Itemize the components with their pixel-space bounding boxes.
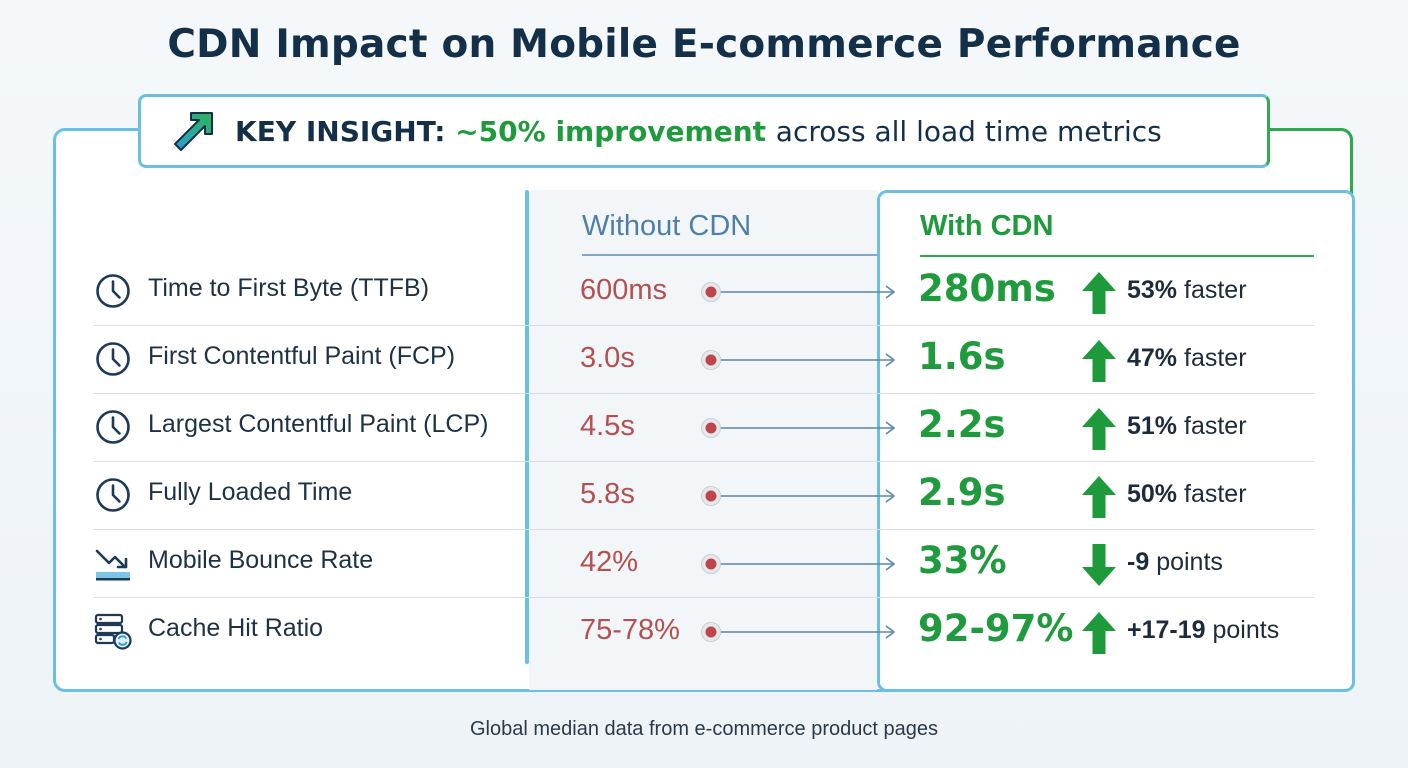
clock-icon <box>94 476 132 514</box>
comparison-connector-arrow <box>696 612 906 652</box>
arrow-up-icon <box>1080 610 1118 656</box>
metric-label: Largest Contentful Paint (LCP) <box>148 410 489 438</box>
row-divider <box>94 461 1314 462</box>
with-cdn-value: 2.2s <box>918 403 1006 446</box>
without-cdn-value: 4.5s <box>580 410 635 442</box>
with-cdn-value: 1.6s <box>918 335 1006 378</box>
table-row: First Contentful Paint (FCP) 3.0s 1.6s 47% … <box>0 326 1408 394</box>
clock-icon <box>94 408 132 446</box>
server-refresh-icon <box>94 612 132 650</box>
table-row: Fully Loaded Time 5.8s 2.9s 50% faster <box>0 462 1408 530</box>
insight-lead: KEY INSIGHT: <box>235 114 446 148</box>
table-row: Cache Hit Ratio 75-78% 92-97% +17-19 points <box>0 598 1408 666</box>
comparison-connector-arrow <box>696 340 906 380</box>
arrow-up-icon <box>1080 338 1118 384</box>
arrow-up-icon <box>1080 270 1118 316</box>
column-header-without-cdn: Without CDN <box>582 210 752 242</box>
row-divider <box>94 325 1314 326</box>
metric-label: Fully Loaded Time <box>148 478 353 506</box>
clock-icon <box>94 272 132 310</box>
change-unit: faster <box>1184 344 1247 372</box>
footer-note: Global median data from e-commerce produ… <box>469 718 938 740</box>
arrow-down-icon <box>1080 542 1118 588</box>
comparison-connector-arrow <box>696 476 906 516</box>
comparison-connector-arrow <box>696 272 906 312</box>
change-unit: points <box>1212 616 1280 644</box>
metric-label: Mobile Bounce Rate <box>148 546 374 574</box>
row-divider <box>94 529 1314 530</box>
insight-highlight: ~50% improvement <box>455 114 767 148</box>
change-value: 53% <box>1127 276 1178 304</box>
metric-label: Time to First Byte (TTFB) <box>148 274 430 302</box>
key-insight-banner: KEY INSIGHT: ~50% improvement across all… <box>138 94 1270 168</box>
with-cdn-panel <box>877 190 1355 692</box>
table-row: Mobile Bounce Rate 42% 33% -9 points <box>0 530 1408 598</box>
column-divider <box>525 190 529 664</box>
without-cdn-value: 5.8s <box>580 478 635 510</box>
change-text: 51% faster <box>1127 412 1247 441</box>
change-text: +17-19 points <box>1127 616 1279 645</box>
change-unit: faster <box>1184 480 1247 508</box>
change-value: 51% <box>1127 412 1178 440</box>
row-divider <box>94 597 1314 598</box>
with-cdn-value: 2.9s <box>918 471 1006 514</box>
change-text: 47% faster <box>1127 344 1247 373</box>
key-insight-text: KEY INSIGHT: ~50% improvement across all… <box>235 115 1162 148</box>
arrow-up-icon <box>1080 474 1118 520</box>
without-cdn-value: 3.0s <box>580 342 635 374</box>
with-cdn-value: 92-97% <box>918 607 1074 650</box>
with-cdn-value: 280ms <box>918 267 1056 310</box>
metric-label: Cache Hit Ratio <box>148 614 324 642</box>
row-divider <box>94 393 1314 394</box>
change-text: 53% faster <box>1127 276 1247 305</box>
column-header-underline-with <box>920 255 1314 257</box>
trend-up-arrow-icon <box>174 112 213 151</box>
table-row: Time to First Byte (TTFB) 600ms 280ms 53% f… <box>0 258 1408 326</box>
clock-icon <box>94 340 132 378</box>
trend-down-icon <box>94 544 132 582</box>
change-value: +17-19 <box>1127 616 1206 644</box>
without-column-background <box>529 190 877 690</box>
insight-rest: across all load time metrics <box>775 114 1162 148</box>
comparison-connector-arrow <box>696 408 906 448</box>
without-cdn-value: 600ms <box>580 274 668 306</box>
change-unit: faster <box>1184 276 1247 304</box>
column-header-with-cdn: With CDN <box>920 210 1054 242</box>
metric-label: First Contentful Paint (FCP) <box>148 342 456 370</box>
without-cdn-value: 75-78% <box>580 614 680 646</box>
change-unit: faster <box>1184 412 1247 440</box>
change-text: -9 points <box>1127 548 1223 577</box>
change-value: 47% <box>1127 344 1178 372</box>
column-header-underline-without <box>582 254 878 256</box>
with-cdn-value: 33% <box>918 539 1007 582</box>
change-text: 50% faster <box>1127 480 1247 509</box>
table-row: Largest Contentful Paint (LCP) 4.5s 2.2s 51… <box>0 394 1408 462</box>
change-unit: points <box>1156 548 1223 576</box>
change-value: 50% <box>1127 480 1178 508</box>
page-title: CDN Impact on Mobile E-commerce Performa… <box>167 22 1241 67</box>
without-cdn-value: 42% <box>580 546 639 578</box>
comparison-connector-arrow <box>696 544 906 584</box>
arrow-up-icon <box>1080 406 1118 452</box>
change-value: -9 <box>1127 548 1150 576</box>
